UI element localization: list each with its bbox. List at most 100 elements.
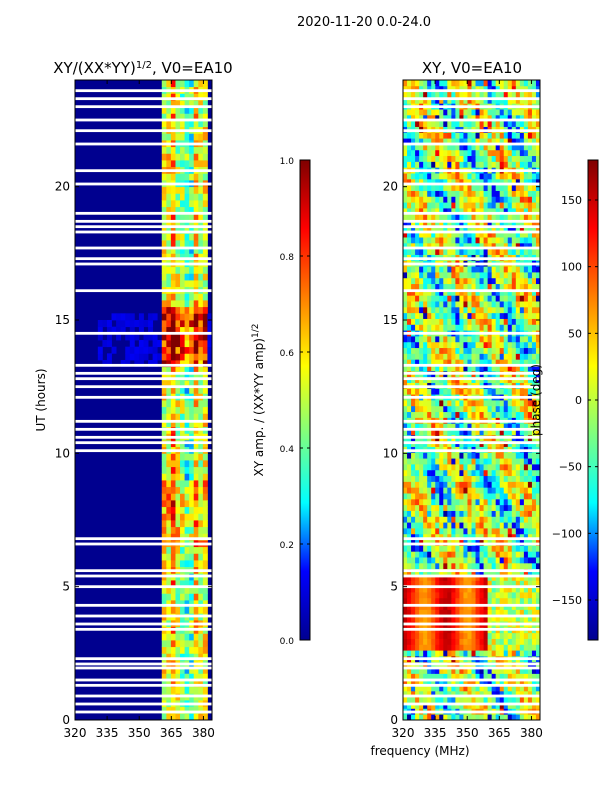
amplitude-cell — [162, 473, 167, 480]
phase-cell — [467, 173, 471, 179]
phase-cell — [427, 557, 431, 563]
phase-cell — [524, 458, 528, 464]
phase-cell — [484, 487, 488, 493]
phase-cell — [443, 563, 447, 569]
flagged-row — [403, 247, 540, 250]
phase-cell — [443, 633, 447, 639]
phase-cell — [524, 185, 528, 191]
phase-cell — [532, 272, 536, 278]
phase-cell — [467, 150, 471, 156]
phase-cell — [516, 202, 520, 208]
amplitude-cell — [185, 493, 190, 500]
phase-cell — [492, 598, 496, 604]
phase-cell — [492, 161, 496, 167]
phase-x-tick-label: 365 — [488, 726, 511, 740]
phase-cell — [532, 319, 536, 325]
amplitude-cell — [180, 640, 185, 647]
phase-cell — [427, 493, 431, 499]
phase-cell — [451, 191, 455, 197]
amplitude-cell — [157, 353, 162, 360]
phase-cell — [463, 633, 467, 639]
phase-cell — [431, 400, 435, 406]
amplitude-cell — [203, 187, 208, 194]
phase-cell — [439, 650, 443, 656]
amplitude-cell — [175, 240, 180, 247]
phase-cell — [455, 266, 459, 272]
amplitude-cell — [189, 320, 194, 327]
amplitude-cell — [185, 500, 190, 507]
phase-cell — [427, 458, 431, 464]
phase-cell — [508, 156, 512, 162]
phase-cell — [488, 324, 492, 330]
phase-cell — [459, 249, 463, 255]
amplitude-cell — [153, 340, 158, 347]
phase-cell — [516, 348, 520, 354]
phase-cell — [516, 464, 520, 470]
phase-cell — [472, 150, 476, 156]
amplitude-cell — [98, 347, 103, 354]
phase-cell — [480, 161, 484, 167]
phase-cell — [488, 266, 492, 272]
phase-cell — [439, 237, 443, 243]
phase-cell — [512, 121, 516, 127]
phase-cell — [459, 714, 463, 720]
phase-cell — [419, 336, 423, 342]
phase-cell — [459, 342, 463, 348]
phase-cell — [435, 557, 439, 563]
amplitude-cell — [98, 320, 103, 327]
phase-cell — [480, 470, 484, 476]
flagged-row — [75, 263, 212, 266]
amplitude-cell — [175, 400, 180, 407]
phase-cell — [500, 80, 504, 86]
phase-cell — [504, 551, 508, 557]
flagged-row — [75, 332, 212, 335]
phase-cell — [439, 644, 443, 650]
phase-cell — [476, 505, 480, 511]
phase-cell — [407, 516, 411, 522]
phase-cell — [423, 499, 427, 505]
phase-cell — [407, 121, 411, 127]
phase-cell — [415, 545, 419, 551]
phase-cell — [484, 522, 488, 528]
phase-cell — [411, 650, 415, 656]
amplitude-cell — [162, 340, 167, 347]
amplitude-cell — [198, 553, 203, 560]
phase-cell — [476, 80, 480, 86]
phase-cell — [504, 324, 508, 330]
amplitude-cell — [162, 500, 167, 507]
phase-cell — [488, 697, 492, 703]
phase-cell — [524, 633, 528, 639]
phase-cell — [407, 132, 411, 138]
phase-cell — [443, 557, 447, 563]
phase-cell — [431, 551, 435, 557]
amplitude-cell — [185, 313, 190, 320]
phase-cell — [528, 511, 532, 517]
phase-cell — [443, 487, 447, 493]
phase-cell — [480, 464, 484, 470]
phase-cell — [484, 185, 488, 191]
amplitude-cell — [180, 520, 185, 527]
phase-cell — [415, 522, 419, 528]
phase-cell — [407, 284, 411, 290]
phase-cell — [492, 295, 496, 301]
phase-cell — [459, 214, 463, 220]
phase-cell — [508, 109, 512, 115]
phase-cell — [419, 185, 423, 191]
flagged-row — [403, 263, 540, 266]
amplitude-cell — [185, 160, 190, 167]
amplitude-cell — [198, 153, 203, 160]
phase-cell — [463, 266, 467, 272]
phase-cell — [520, 464, 524, 470]
phase-cell — [455, 121, 459, 127]
phase-cell — [480, 511, 484, 517]
phase-cell — [427, 400, 431, 406]
amplitude-colorbar-tick-label: 0.8 — [280, 253, 295, 263]
phase-cell — [500, 545, 504, 551]
amplitude-cell — [189, 147, 194, 154]
phase-cell — [431, 284, 435, 290]
phase-cell — [528, 202, 532, 208]
flagged-row — [403, 332, 540, 335]
amplitude-cell — [203, 293, 208, 300]
phase-cell — [455, 319, 459, 325]
phase-cell — [488, 353, 492, 359]
